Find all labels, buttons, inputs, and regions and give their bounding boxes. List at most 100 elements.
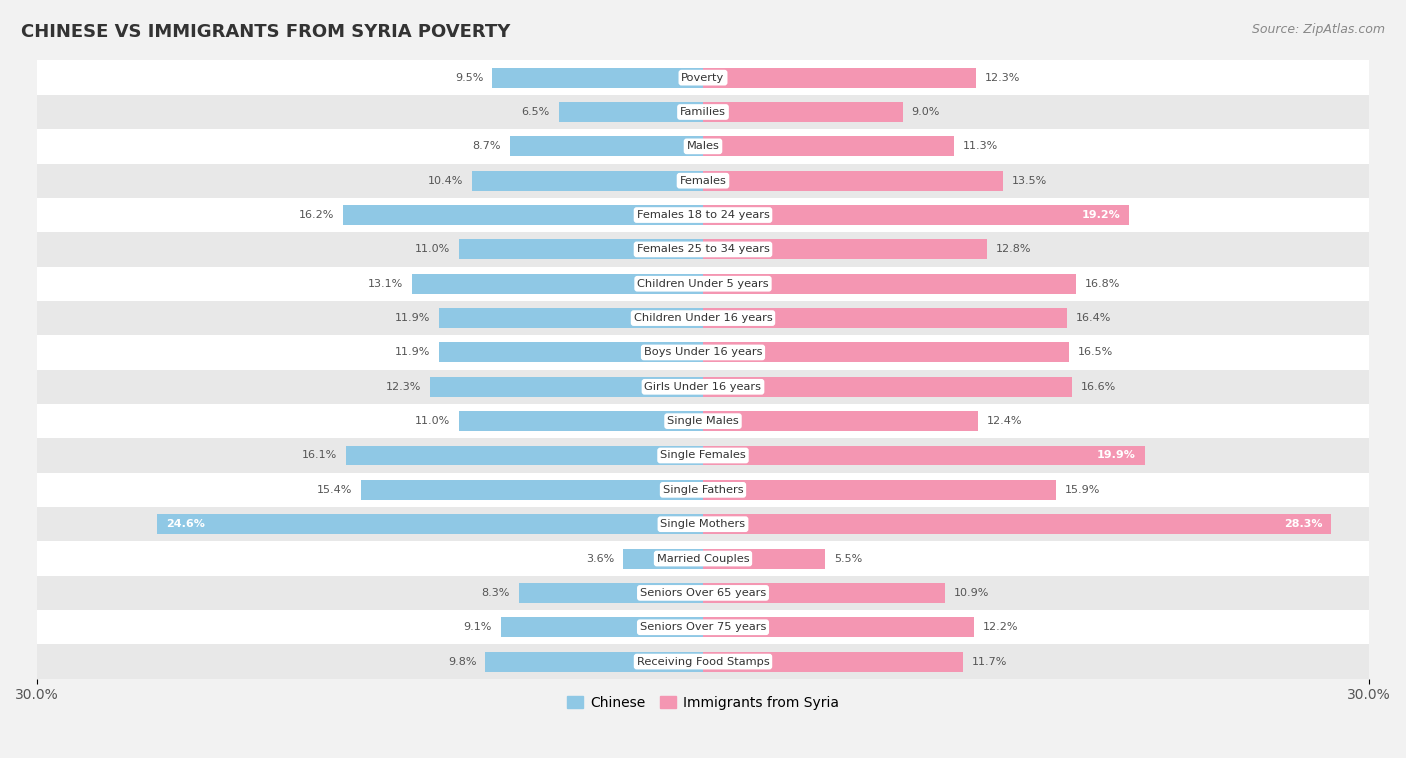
Text: Females: Females	[679, 176, 727, 186]
Bar	[703, 549, 825, 568]
Text: Source: ZipAtlas.com: Source: ZipAtlas.com	[1251, 23, 1385, 36]
Bar	[37, 541, 1369, 576]
Bar	[37, 232, 1369, 267]
Bar	[703, 617, 974, 637]
Bar	[37, 335, 1369, 370]
Text: 16.6%: 16.6%	[1080, 382, 1116, 392]
Text: 15.4%: 15.4%	[316, 485, 352, 495]
Bar	[412, 274, 703, 293]
Text: 3.6%: 3.6%	[586, 553, 614, 563]
Text: 24.6%: 24.6%	[166, 519, 204, 529]
Bar	[37, 61, 1369, 95]
Bar	[703, 652, 963, 672]
Bar	[430, 377, 703, 396]
Text: Seniors Over 75 years: Seniors Over 75 years	[640, 622, 766, 632]
Text: Boys Under 16 years: Boys Under 16 years	[644, 347, 762, 358]
Text: 13.5%: 13.5%	[1012, 176, 1047, 186]
Bar	[703, 583, 945, 603]
Text: 16.5%: 16.5%	[1078, 347, 1114, 358]
Bar	[558, 102, 703, 122]
Bar	[37, 438, 1369, 473]
Bar	[703, 514, 1331, 534]
Text: 12.8%: 12.8%	[995, 244, 1032, 255]
Text: Females 18 to 24 years: Females 18 to 24 years	[637, 210, 769, 220]
Text: 19.9%: 19.9%	[1097, 450, 1136, 461]
Bar	[37, 370, 1369, 404]
Text: 28.3%: 28.3%	[1284, 519, 1323, 529]
Text: 12.4%: 12.4%	[987, 416, 1022, 426]
Bar	[37, 129, 1369, 164]
Text: 11.7%: 11.7%	[972, 656, 1007, 666]
Bar	[703, 446, 1144, 465]
Text: Single Males: Single Males	[666, 416, 740, 426]
Text: Single Mothers: Single Mothers	[661, 519, 745, 529]
Text: Children Under 16 years: Children Under 16 years	[634, 313, 772, 323]
Bar	[703, 240, 987, 259]
Bar	[37, 95, 1369, 129]
Bar	[343, 205, 703, 225]
Text: 15.9%: 15.9%	[1064, 485, 1101, 495]
Text: 10.9%: 10.9%	[953, 588, 990, 598]
Bar	[37, 507, 1369, 541]
Bar	[703, 136, 953, 156]
Text: Females 25 to 34 years: Females 25 to 34 years	[637, 244, 769, 255]
Text: 11.3%: 11.3%	[963, 141, 998, 152]
Bar	[510, 136, 703, 156]
Bar	[703, 67, 976, 88]
Bar	[439, 343, 703, 362]
Bar	[157, 514, 703, 534]
Text: 11.9%: 11.9%	[395, 347, 430, 358]
Bar	[703, 171, 1002, 191]
Text: Receiving Food Stamps: Receiving Food Stamps	[637, 656, 769, 666]
Text: 12.2%: 12.2%	[983, 622, 1018, 632]
Text: Males: Males	[686, 141, 720, 152]
Text: Single Females: Single Females	[661, 450, 745, 461]
Text: Married Couples: Married Couples	[657, 553, 749, 563]
Text: 16.1%: 16.1%	[301, 450, 336, 461]
Text: 11.0%: 11.0%	[415, 244, 450, 255]
Text: 12.3%: 12.3%	[986, 73, 1021, 83]
Text: 11.9%: 11.9%	[395, 313, 430, 323]
Bar	[703, 309, 1067, 328]
Text: 9.8%: 9.8%	[449, 656, 477, 666]
Text: Single Fathers: Single Fathers	[662, 485, 744, 495]
Text: 8.7%: 8.7%	[472, 141, 501, 152]
Bar	[501, 617, 703, 637]
Bar	[439, 309, 703, 328]
Bar	[37, 644, 1369, 678]
Bar	[623, 549, 703, 568]
Text: 9.5%: 9.5%	[454, 73, 484, 83]
Text: 12.3%: 12.3%	[385, 382, 420, 392]
Text: 5.5%: 5.5%	[834, 553, 862, 563]
Bar	[458, 240, 703, 259]
Bar	[37, 198, 1369, 232]
Bar	[346, 446, 703, 465]
Bar	[519, 583, 703, 603]
Bar	[361, 480, 703, 500]
Text: Poverty: Poverty	[682, 73, 724, 83]
Text: 6.5%: 6.5%	[522, 107, 550, 117]
Text: 8.3%: 8.3%	[481, 588, 510, 598]
Bar	[703, 274, 1076, 293]
Text: Children Under 5 years: Children Under 5 years	[637, 279, 769, 289]
Bar	[37, 404, 1369, 438]
Bar	[472, 171, 703, 191]
Bar	[485, 652, 703, 672]
Text: CHINESE VS IMMIGRANTS FROM SYRIA POVERTY: CHINESE VS IMMIGRANTS FROM SYRIA POVERTY	[21, 23, 510, 41]
Text: 16.2%: 16.2%	[299, 210, 335, 220]
Text: 10.4%: 10.4%	[427, 176, 463, 186]
Bar	[37, 267, 1369, 301]
Bar	[37, 164, 1369, 198]
Bar	[703, 480, 1056, 500]
Bar	[458, 411, 703, 431]
Text: Girls Under 16 years: Girls Under 16 years	[644, 382, 762, 392]
Bar	[703, 205, 1129, 225]
Text: 19.2%: 19.2%	[1081, 210, 1121, 220]
Text: Families: Families	[681, 107, 725, 117]
Bar	[37, 473, 1369, 507]
Text: 9.0%: 9.0%	[911, 107, 941, 117]
Bar	[37, 301, 1369, 335]
Text: 9.1%: 9.1%	[464, 622, 492, 632]
Text: 16.4%: 16.4%	[1076, 313, 1111, 323]
Text: Seniors Over 65 years: Seniors Over 65 years	[640, 588, 766, 598]
